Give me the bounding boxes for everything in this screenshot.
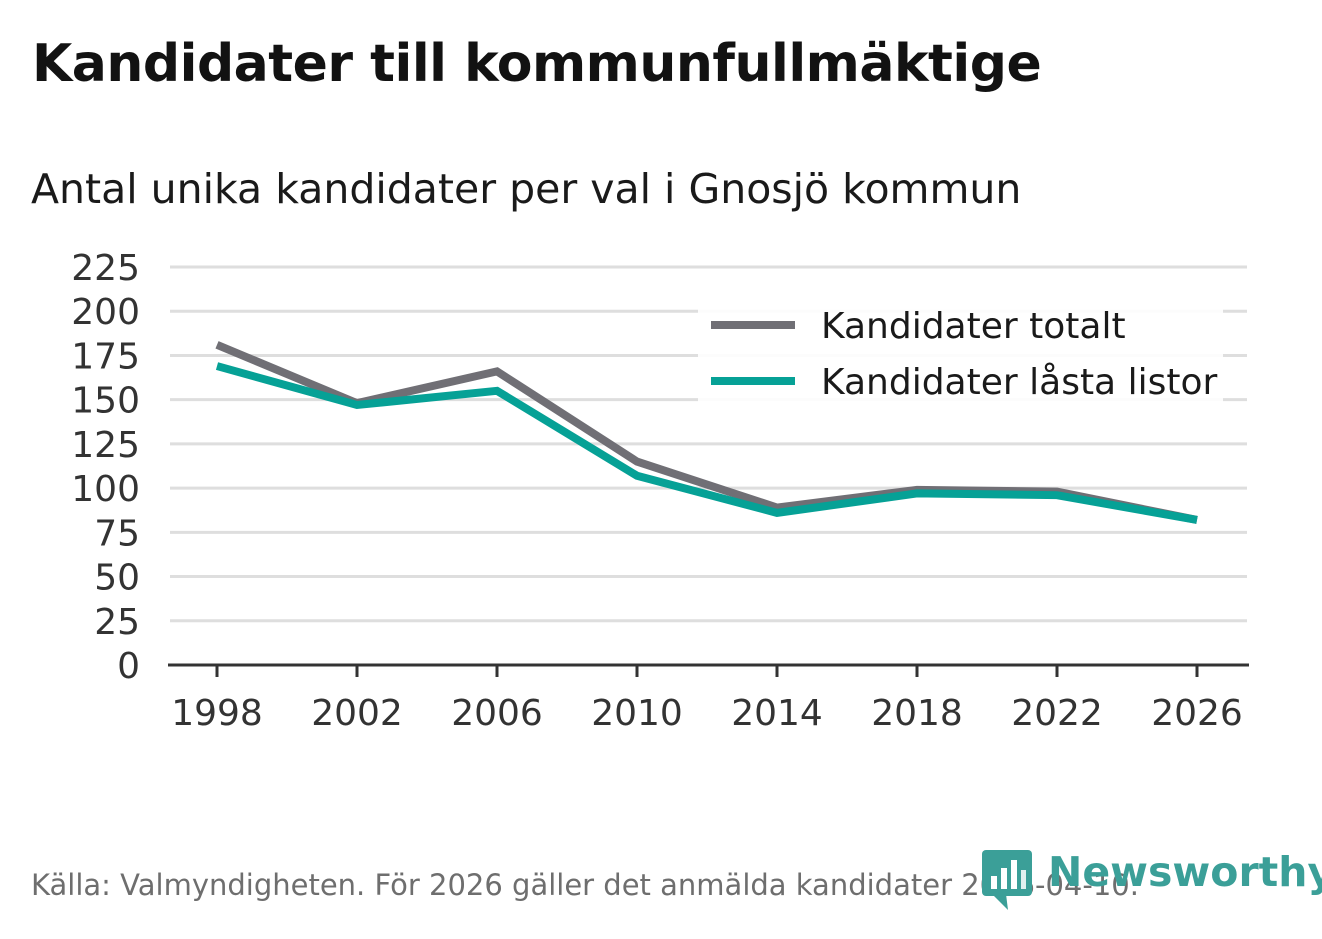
y-tick-label: 125 bbox=[71, 425, 140, 466]
x-tick-label: 2010 bbox=[591, 693, 683, 734]
chart-subtitle: Antal unika kandidater per val i Gnosjö … bbox=[31, 165, 1022, 213]
newsworthy-logo: Newsworthy bbox=[982, 848, 1322, 910]
y-tick-label: 75 bbox=[94, 513, 140, 554]
x-tick-label: 2022 bbox=[1011, 693, 1103, 734]
y-tick-label: 50 bbox=[94, 558, 140, 599]
y-tick-label: 200 bbox=[71, 292, 140, 333]
newsworthy-logo-text: Newsworthy bbox=[1048, 848, 1322, 896]
y-tick-label: 25 bbox=[94, 602, 140, 643]
x-tick-label: 2014 bbox=[731, 693, 823, 734]
x-tick-label: 2002 bbox=[311, 693, 403, 734]
y-tick-label: 150 bbox=[71, 381, 140, 422]
y-tick-label: 175 bbox=[71, 336, 140, 377]
legend-label: Kandidater totalt bbox=[821, 306, 1126, 347]
source-note: Källa: Valmyndigheten. För 2026 gäller d… bbox=[31, 868, 1139, 902]
x-tick-label: 1998 bbox=[171, 693, 263, 734]
y-tick-label: 225 bbox=[71, 248, 140, 289]
series-lines bbox=[215, 341, 1198, 524]
newsworthy-logo-icon bbox=[982, 850, 1032, 910]
x-tick-label: 2026 bbox=[1151, 693, 1243, 734]
legend: Kandidater totalt Kandidater låsta listor bbox=[698, 298, 1223, 403]
x-tick-label: 2006 bbox=[451, 693, 543, 734]
y-tick-label: 100 bbox=[71, 469, 140, 510]
series-line-lasta-listor bbox=[215, 362, 1198, 524]
x-tick-label: 2018 bbox=[871, 693, 963, 734]
legend-label: Kandidater låsta listor bbox=[821, 362, 1217, 403]
chart-title: Kandidater till kommunfullmäktige bbox=[32, 34, 1042, 94]
y-tick-label: 0 bbox=[117, 646, 140, 687]
